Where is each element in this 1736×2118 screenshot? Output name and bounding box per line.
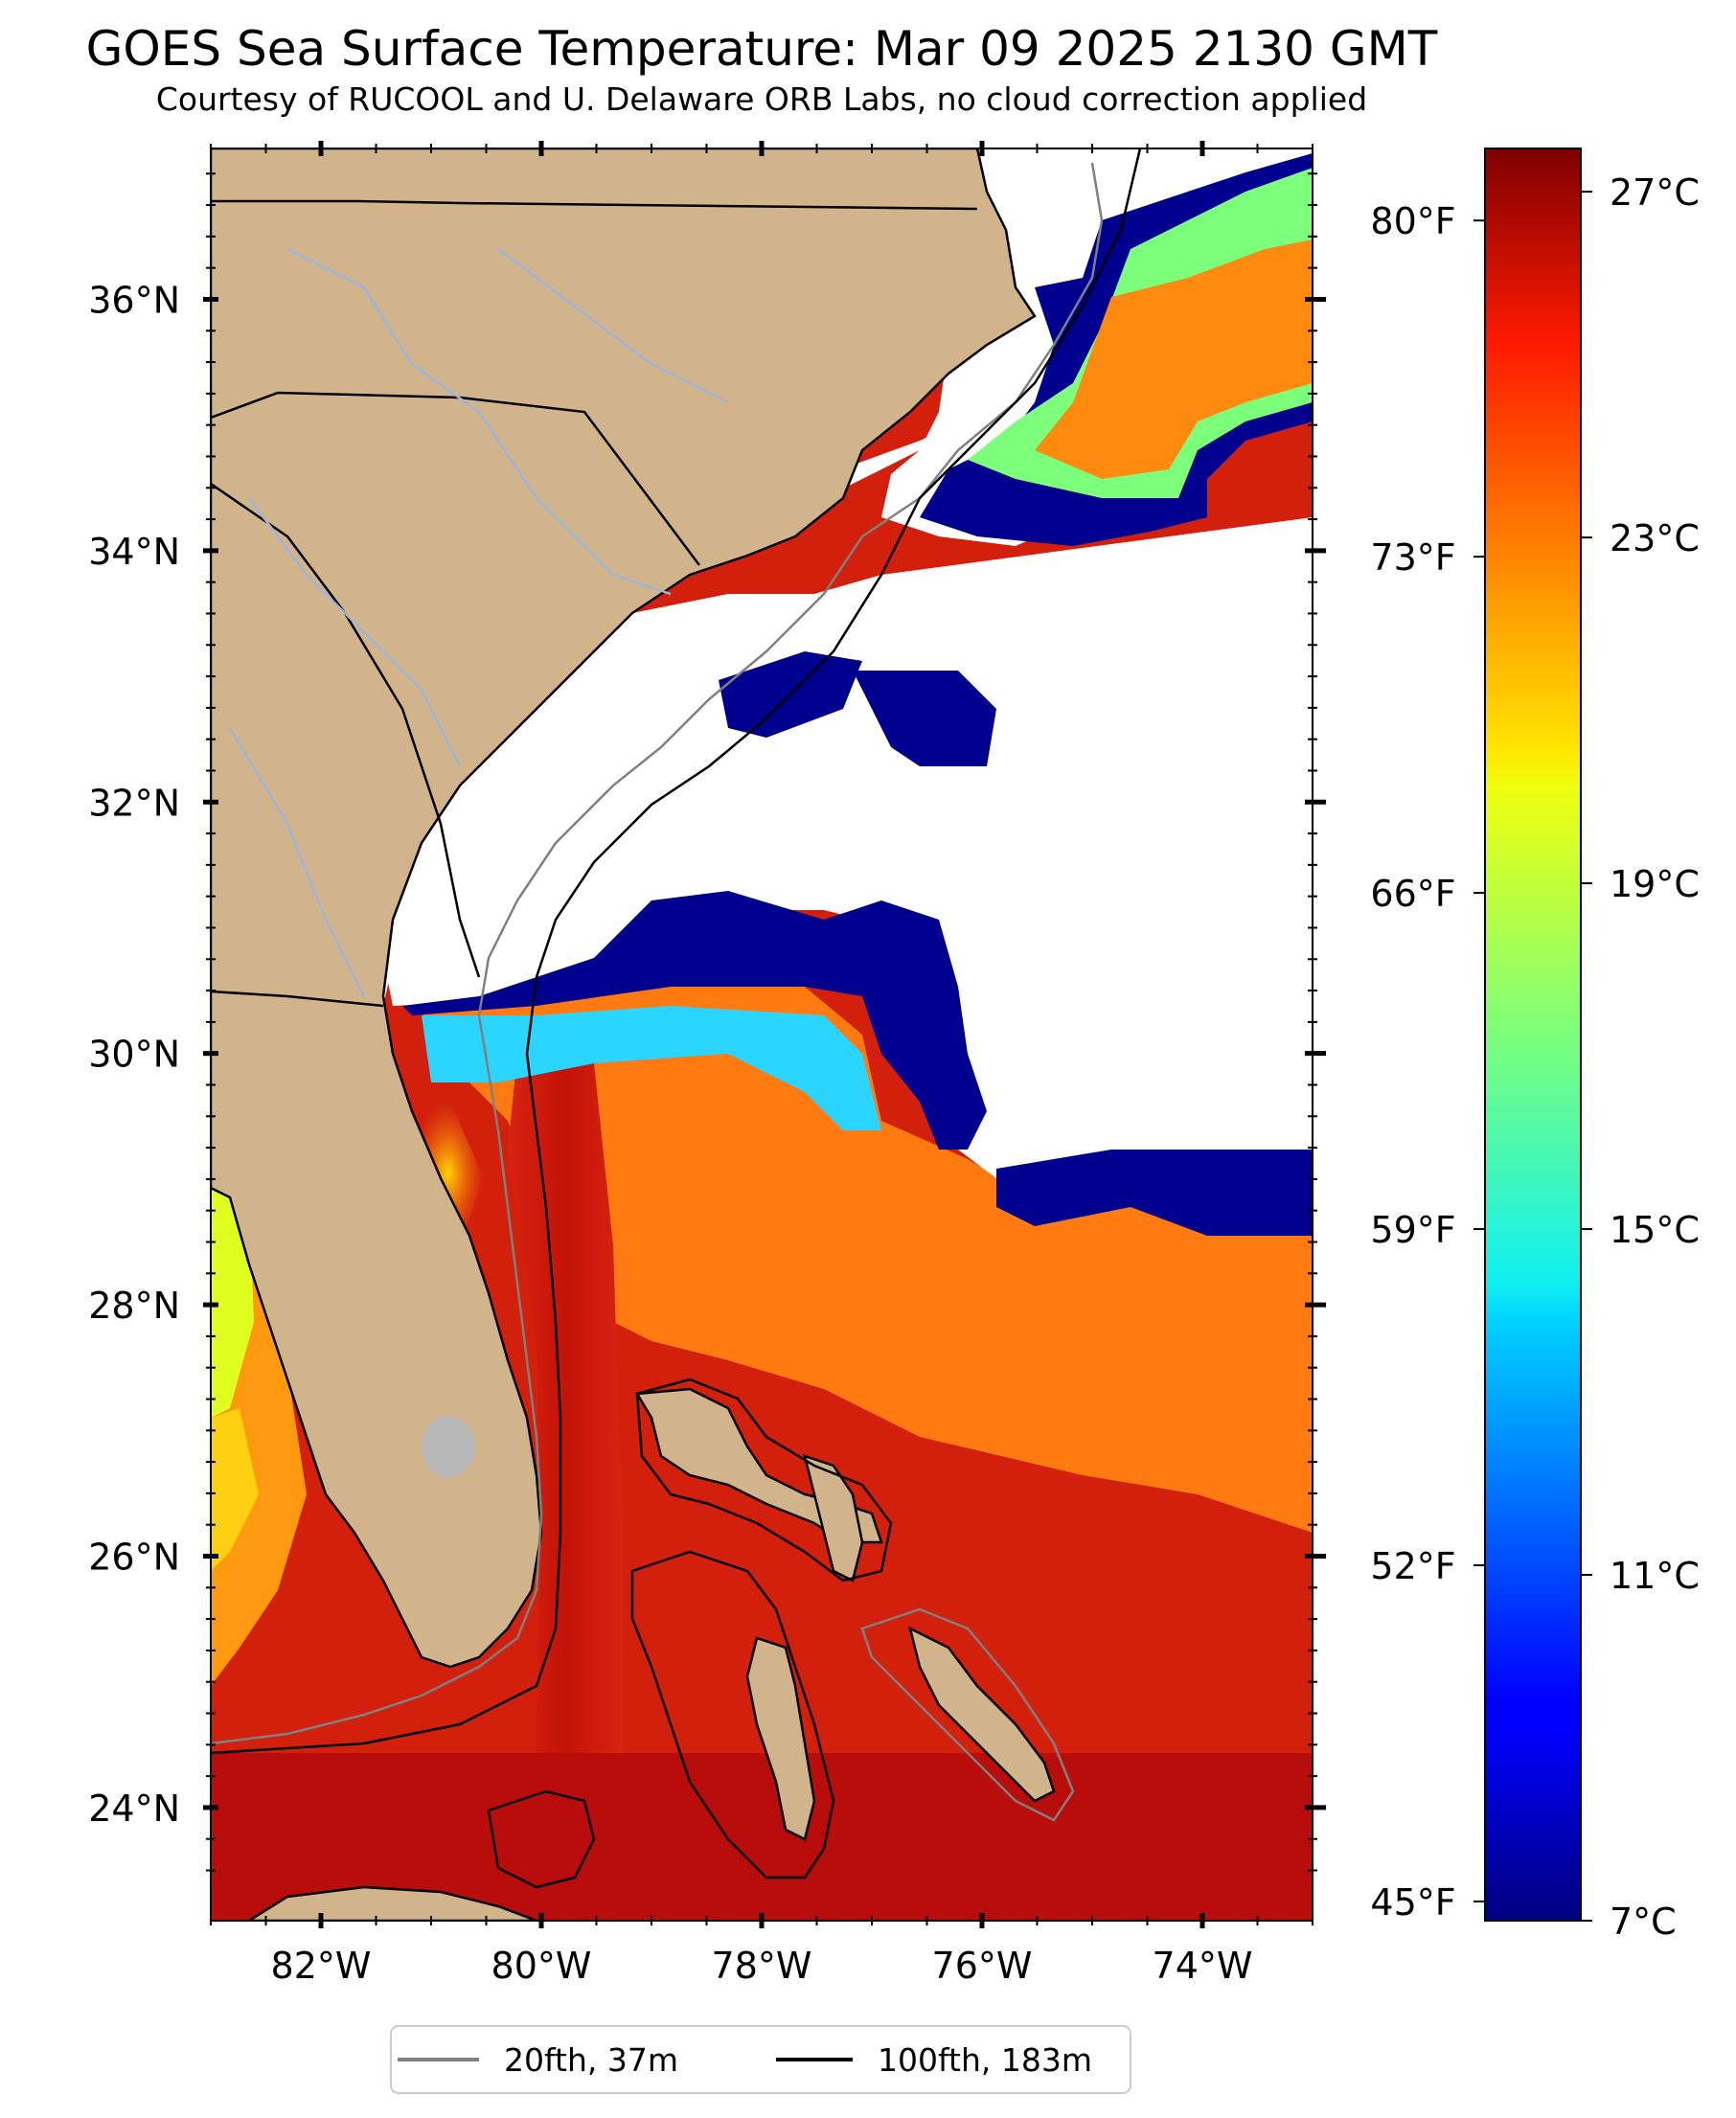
river-4 — [228, 727, 366, 997]
lat-tick-label: 32°N — [88, 782, 180, 824]
lat-tick-label: 26°N — [88, 1537, 180, 1579]
legend-label-100fth: 100fth, 183m — [878, 2041, 1092, 2079]
fahrenheit-tick-label: 80°F — [1370, 200, 1455, 242]
lat-tick-label: 30°N — [88, 1034, 180, 1076]
celsius-tick-label: 27°C — [1610, 171, 1700, 214]
sst-map — [211, 148, 1313, 1921]
ga-fl-border — [211, 990, 384, 1008]
fahrenheit-tick-label: 59°F — [1370, 1209, 1455, 1251]
cool-transition-band — [422, 1006, 881, 1130]
map-ticks: 82°W 80°W 78°W 76°W 74°W 36°N 34°N 32°N 30°N 28°N… — [88, 141, 1326, 1987]
fahrenheit-tick-label: 73°F — [1370, 536, 1455, 579]
land-andros — [745, 1636, 816, 1841]
contour-cay-sal-bank — [487, 1789, 596, 1889]
celsius-tick-label: 23°C — [1610, 517, 1700, 559]
contour-100fth — [211, 148, 1142, 1755]
lon-tick-label: 78°W — [712, 1945, 812, 1987]
legend-label-20fth: 20fth, 37m — [504, 2041, 678, 2079]
lat-tick-label: 24°N — [88, 1788, 180, 1830]
contour-eleuthera-bank — [860, 1607, 1075, 1822]
nc-va-border — [211, 199, 978, 211]
land-cuba — [246, 1885, 537, 1921]
figure-subtitle: Courtesy of RUCOOL and U. Delaware ORB L… — [156, 80, 1367, 118]
lon-tick-label: 74°W — [1153, 1945, 1253, 1987]
lat-tick-label: 36°N — [88, 279, 180, 321]
figure-title: GOES Sea Surface Temperature: Mar 09 202… — [86, 21, 1438, 77]
contour-great-bahama-bank — [630, 1550, 835, 1879]
gulf-stream-band — [508, 1054, 623, 1921]
land-southeast-us — [211, 148, 1037, 1669]
lake-okeechobee — [422, 1416, 475, 1477]
contour-20fth — [211, 162, 1104, 1745]
fahrenheit-tick-label: 66°F — [1370, 873, 1455, 915]
fahrenheit-tick-label: 45°F — [1370, 1881, 1455, 1924]
orange-water-north — [1035, 239, 1313, 479]
cold-patch-2 — [853, 671, 996, 766]
land-eleuthera — [908, 1626, 1056, 1803]
contour-little-bahama-bank — [635, 1378, 893, 1583]
lat-tick-label: 34°N — [88, 531, 180, 573]
cold-band-middle — [402, 891, 987, 1150]
lat-tick-label: 28°N — [88, 1285, 180, 1327]
river-2 — [248, 497, 462, 767]
legend-box — [390, 2025, 1131, 2094]
celsius-tick-label: 15°C — [1610, 1209, 1700, 1251]
celsius-tick-label: 19°C — [1610, 863, 1700, 905]
cold-band-east — [996, 1150, 1313, 1236]
fahrenheit-tick-label: 52°F — [1370, 1545, 1455, 1587]
river-3 — [497, 248, 729, 404]
depth-legend: 20fth, 37m 100fth, 183m — [390, 2025, 1131, 2094]
shelf-orange-water — [412, 982, 1313, 1533]
celsius-tick-label: 11°C — [1610, 1555, 1700, 1597]
cloud-nearshore — [383, 345, 1054, 1006]
gulf-coast-yellow-orange — [211, 1408, 259, 1571]
colorbar-ticks: 27°C 23°C 19°C 15°C 11°C 7°C 80°F 73°F 66°F 59°F 5… — [1370, 171, 1700, 1943]
celsius-tick-label: 7°C — [1610, 1901, 1677, 1943]
lon-tick-label: 76°W — [932, 1945, 1033, 1987]
river-1 — [286, 247, 672, 596]
cloud-region-middle — [383, 517, 1313, 1197]
lon-tick-label: 82°W — [271, 1945, 372, 1987]
colorbar — [1484, 148, 1582, 1922]
sc-ga-border — [211, 482, 481, 978]
lon-tick-label: 80°W — [491, 1945, 592, 1987]
